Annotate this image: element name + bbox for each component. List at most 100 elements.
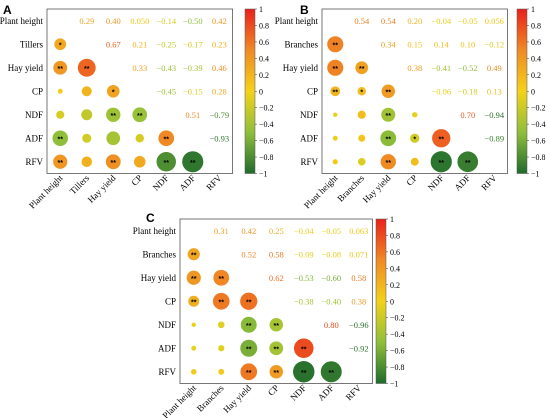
corr-value: 0.62: [269, 273, 284, 283]
row-label: CP: [32, 86, 43, 96]
corr-value: 0.10: [460, 39, 475, 49]
colorbar-tick-label: 0.8: [259, 21, 269, 30]
significance-mark: **: [164, 160, 170, 167]
corr-value: −0.12: [484, 39, 504, 49]
corr-circle: [293, 361, 315, 383]
corr-circle: [57, 88, 63, 94]
significance-mark: **: [219, 299, 225, 306]
corr-circle: [412, 112, 418, 118]
corr-value: 0.21: [132, 39, 147, 49]
significance-mark: **: [58, 136, 64, 143]
corr-value: 0.46: [212, 63, 227, 73]
corr-value: −0.04: [431, 16, 451, 26]
panel-label: A: [3, 3, 12, 17]
corr-value: −0.14: [156, 16, 176, 26]
corr-circle: [106, 131, 121, 146]
corr-circle: [320, 361, 342, 383]
corr-circle: [269, 364, 284, 379]
corr-circle: [52, 130, 68, 146]
row-label: Branches: [143, 249, 177, 259]
corr-value: −0.50: [183, 16, 203, 26]
corr-circle: [218, 345, 225, 352]
corr-value: 0.58: [269, 249, 284, 259]
significance-mark: **: [111, 113, 117, 120]
corr-value: 0.67: [106, 39, 121, 49]
corr-value: −0.43: [156, 63, 176, 73]
corr-circle: [105, 154, 121, 170]
column-label: ADF: [177, 173, 197, 193]
corr-value: 0.25: [269, 226, 284, 236]
corr-circle: [327, 59, 344, 76]
column-label: Hay yield: [86, 172, 118, 204]
corr-circle: [212, 292, 230, 310]
corr-value: −0.05: [321, 226, 341, 236]
column-label: Hay yield: [221, 382, 253, 414]
column-label: ADF: [452, 173, 472, 193]
significance-mark: *: [360, 89, 363, 96]
corr-value: −0.45: [156, 86, 176, 96]
column-label: NDF: [151, 173, 171, 193]
colorbar-tick-label: 0.2: [259, 71, 269, 80]
colorbar: [516, 8, 528, 174]
row-label: NDF: [300, 110, 318, 120]
corr-value: −0.92: [349, 343, 369, 353]
corr-value: 0.34: [381, 39, 397, 49]
corr-circle: [156, 152, 176, 172]
corr-circle: [357, 110, 366, 119]
column-label: NDF: [426, 173, 446, 193]
corr-circle: [293, 338, 314, 359]
corr-circle: [191, 322, 196, 327]
column-label: RFV: [344, 382, 364, 402]
corr-circle: [332, 159, 338, 165]
significance-mark: **: [333, 42, 339, 49]
colorbar-tick-label: −0.2: [531, 104, 546, 113]
corr-circle: [410, 157, 419, 166]
corr-value: 0.23: [212, 39, 227, 49]
colorbar-tick-label: 1: [390, 215, 394, 224]
corr-value: 0.071: [349, 249, 368, 259]
corr-value: 0.14: [434, 39, 450, 49]
significance-mark: *: [413, 136, 416, 143]
significance-mark: **: [465, 160, 471, 167]
corr-value: 0.33: [132, 63, 147, 73]
column-label: ADF: [316, 383, 336, 403]
significance-mark: **: [219, 276, 225, 283]
significance-mark: **: [386, 113, 392, 120]
corr-circle: [381, 84, 396, 99]
row-label: NDF: [158, 320, 176, 330]
significance-mark: **: [246, 299, 252, 306]
corr-value: −0.60: [321, 273, 341, 283]
corr-circle: [81, 156, 93, 168]
corr-value: −0.08: [321, 249, 341, 259]
corr-value: 0.050: [130, 16, 149, 26]
significance-mark: **: [386, 89, 392, 96]
colorbar-tick-label: −0.8: [390, 363, 405, 372]
corr-circle: [54, 38, 67, 51]
corr-value: 0.29: [79, 16, 94, 26]
corr-circle: [269, 317, 284, 332]
corr-circle: [432, 129, 451, 148]
row-label: NDF: [25, 110, 43, 120]
matrix-frame: [46, 8, 233, 174]
corr-value: 0.51: [185, 110, 200, 120]
significance-mark: **: [191, 276, 197, 283]
corr-circle: [158, 130, 175, 147]
column-label: RFV: [479, 172, 499, 192]
colorbar-tick-label: 0: [390, 297, 394, 306]
significance-mark: **: [164, 136, 170, 143]
significance-mark: **: [190, 160, 196, 167]
corr-value: 0.40: [106, 16, 121, 26]
corr-value: 0.54: [354, 16, 370, 26]
significance-mark: **: [439, 160, 445, 167]
significance-mark: **: [58, 66, 64, 73]
corr-value: −0.39: [183, 63, 203, 73]
row-label: CP: [307, 86, 318, 96]
corr-circle: [182, 151, 204, 173]
corr-circle: [240, 339, 258, 357]
row-label: RFV: [25, 157, 43, 167]
corr-value: −0.96: [349, 320, 369, 330]
corr-circle: [106, 107, 121, 122]
corr-circle: [269, 341, 284, 356]
